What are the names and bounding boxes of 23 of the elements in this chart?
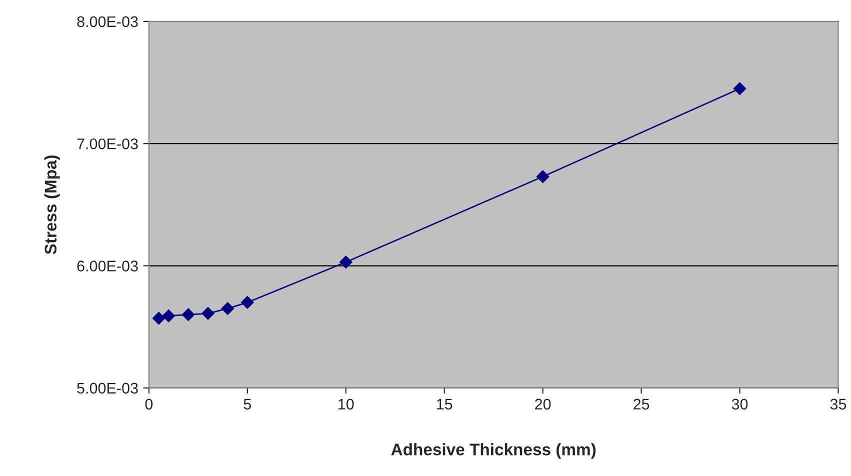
y-tick-label: 6.00E-03 xyxy=(77,260,138,272)
x-axis-title: Adhesive Thickness (mm) xyxy=(391,443,596,459)
x-tick-label: 10 xyxy=(338,398,354,410)
point xyxy=(182,308,195,322)
point xyxy=(339,256,352,269)
point xyxy=(240,296,254,309)
point xyxy=(202,307,214,320)
x-tick-label: 20 xyxy=(535,398,551,410)
y-tick-label: 8.00E-03 xyxy=(77,16,138,28)
y-tick-label: 5.00E-03 xyxy=(77,382,138,394)
x-tick-label: 15 xyxy=(437,398,452,410)
point xyxy=(152,312,166,325)
y-tick-label: 7.00E-03 xyxy=(77,138,138,150)
x-tick-label: 25 xyxy=(634,398,650,410)
y-axis-title: Stress (Mpa) xyxy=(44,155,60,254)
x-tick-label: 5 xyxy=(244,398,252,410)
point xyxy=(162,309,176,322)
point xyxy=(221,302,234,315)
x-tick-label: 30 xyxy=(732,398,748,410)
point xyxy=(536,170,550,183)
x-tick-label: 0 xyxy=(145,398,153,410)
x-tick-label: 35 xyxy=(830,398,846,410)
point xyxy=(733,82,746,96)
